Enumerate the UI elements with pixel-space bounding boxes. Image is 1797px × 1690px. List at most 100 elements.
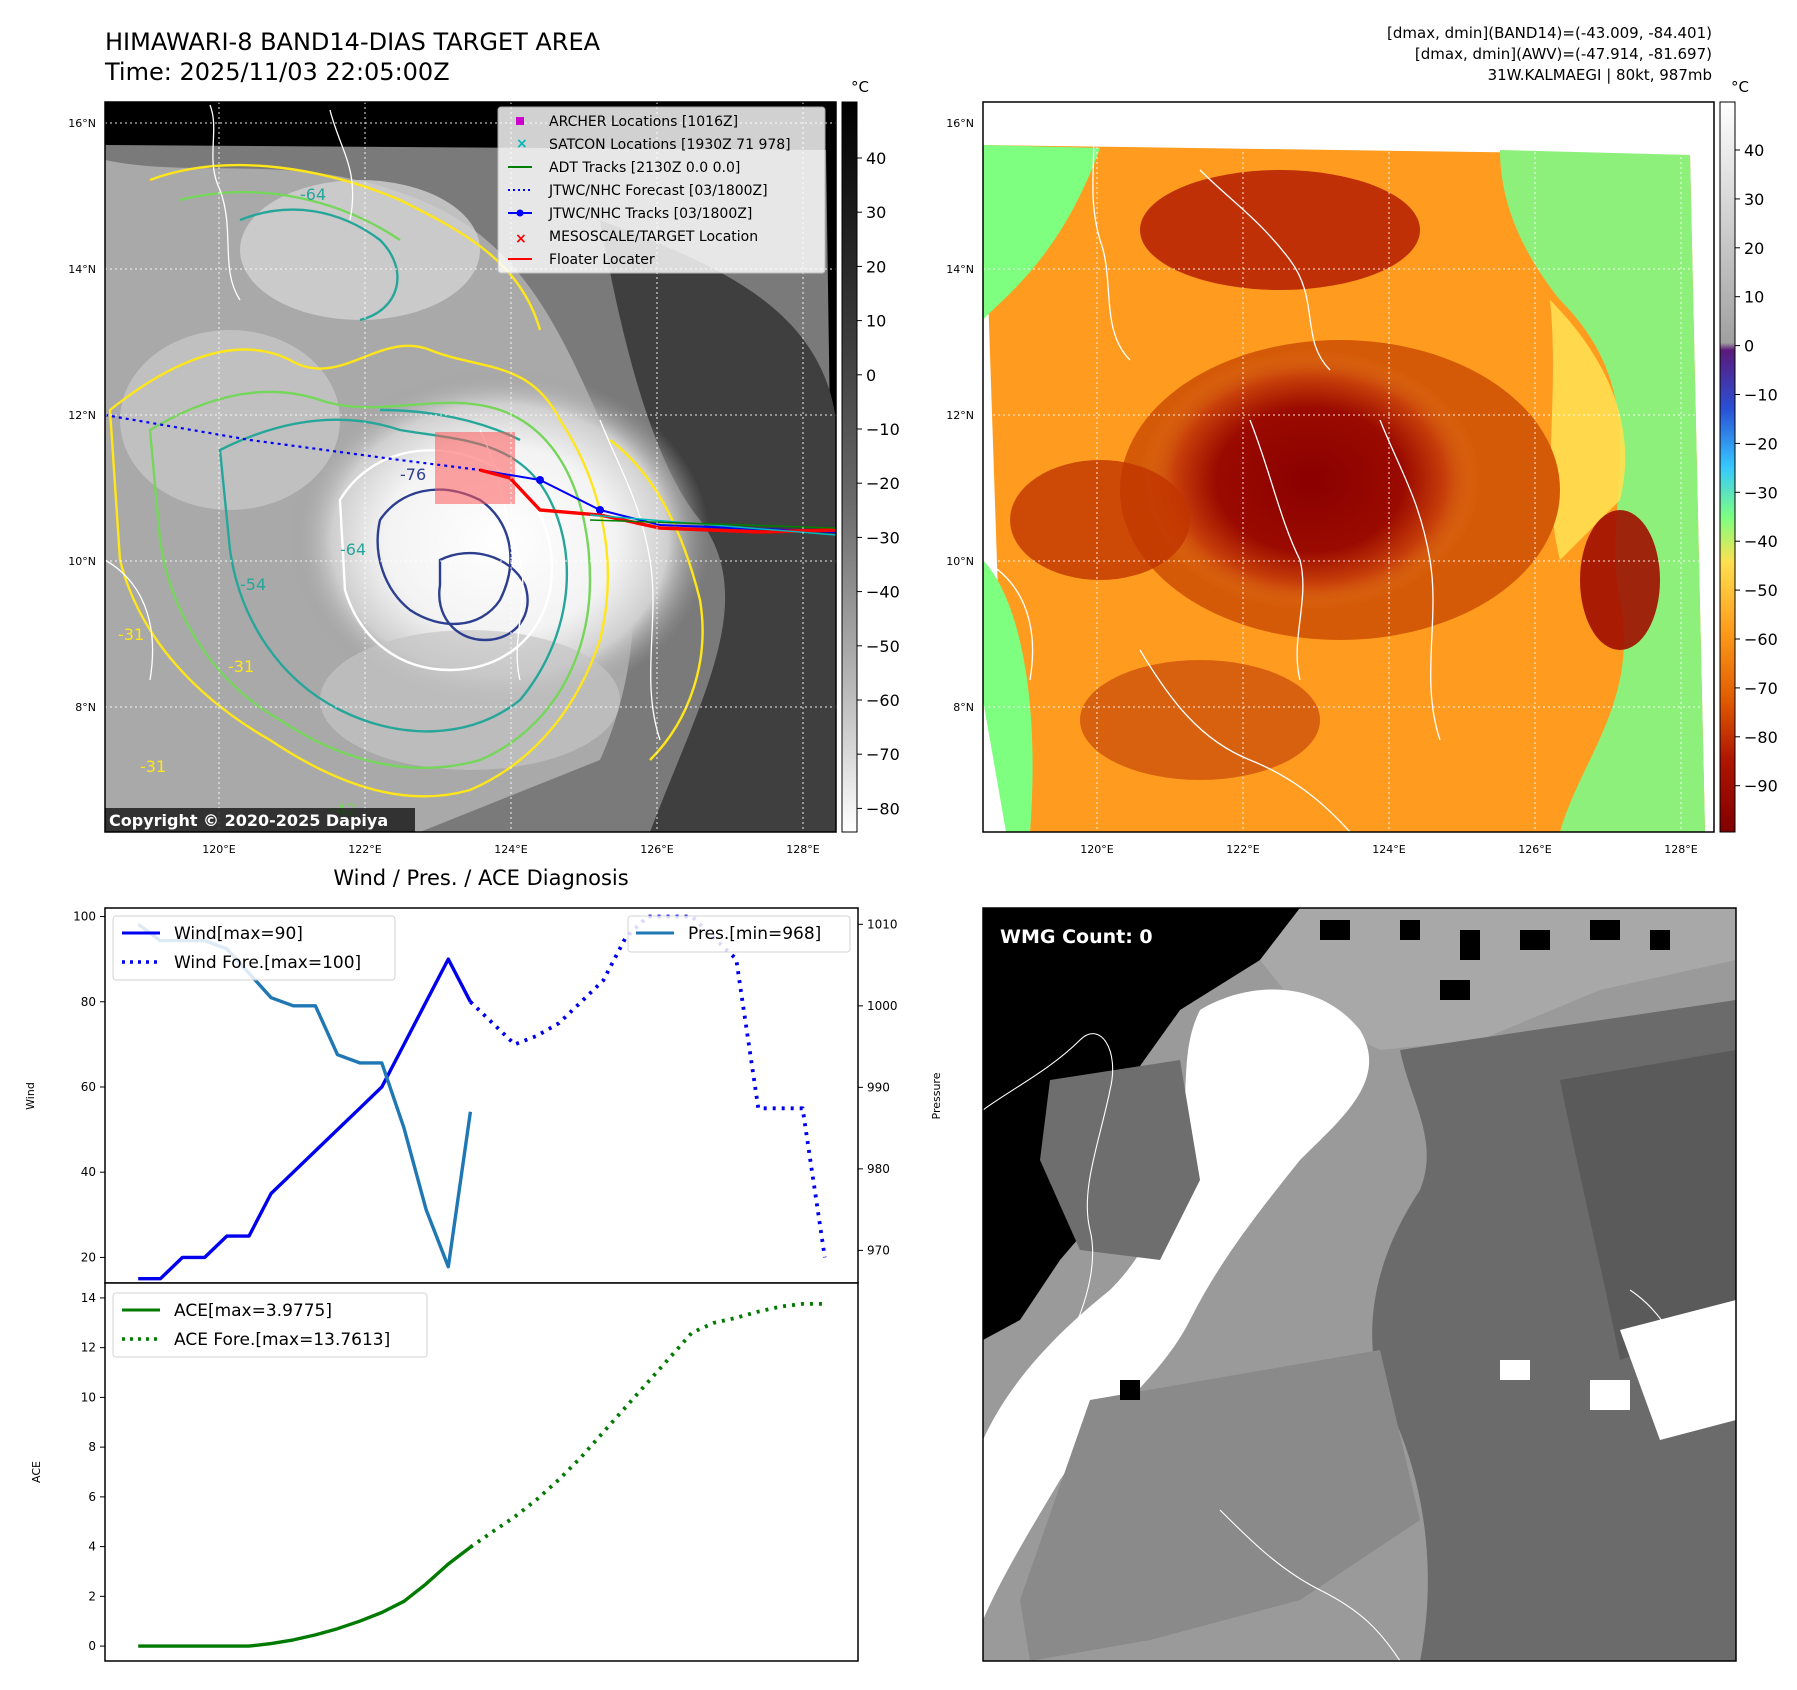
y-tick-label: 20 [81, 1250, 96, 1264]
colorbar-tick-label: −10 [1744, 386, 1778, 405]
lat-tick: 14°N [946, 263, 974, 276]
awv-colorbar-unit: °C [1731, 78, 1749, 96]
colorbar-tick-label: 30 [866, 203, 886, 222]
colorbar-tick-label: 10 [866, 312, 886, 331]
y-tick-label: 12 [81, 1341, 96, 1355]
colorbar-tick-label: −20 [866, 474, 900, 493]
contour-label: -54 [240, 575, 266, 594]
y-right-tick-label: 980 [867, 1162, 890, 1176]
copyright-text: Copyright © 2020-2025 Dapiya [109, 811, 388, 830]
series-line-1 [469, 914, 827, 1258]
y-right-tick-label: 1010 [867, 917, 898, 931]
contour-label: -64 [340, 540, 366, 559]
colorbar-tick-label: −90 [1744, 777, 1778, 796]
lon-tick: 122°E [348, 843, 381, 856]
colorbar-tick-label: −40 [1744, 532, 1778, 551]
ir-colorbar-unit: °C [851, 78, 869, 96]
legend-entry: Wind[max=90] [174, 924, 303, 944]
diagnosis-title: Wind / Pres. / ACE Diagnosis [333, 866, 628, 890]
legend-entry: JTWC/NHC Forecast [03/1800Z] [548, 183, 768, 199]
colorbar-tick-label: −70 [866, 745, 900, 764]
colorbar-tick-label: −50 [1744, 581, 1778, 600]
colorbar-tick-label: 0 [1744, 337, 1754, 356]
y-tick-label: 40 [81, 1165, 96, 1179]
y-right-tick-label: 990 [867, 1080, 890, 1094]
colorbar-tick-label: 40 [1744, 141, 1764, 160]
colorbar-tick-label: −20 [1744, 434, 1778, 453]
colorbar-tick-label: 30 [1744, 190, 1764, 209]
legend-entry: MESOSCALE/TARGET Location [549, 229, 758, 245]
colorbar-tick-label: −30 [1744, 483, 1778, 502]
colorbar-tick-label: 20 [1744, 239, 1764, 258]
lat-tick: 8°N [953, 701, 974, 714]
y-tick-label: 2 [88, 1589, 96, 1603]
y-tick-label: 80 [81, 995, 96, 1009]
legend-entry: Pres.[min=968] [688, 924, 821, 944]
colorbar-tick-label: 20 [866, 257, 886, 276]
figure-title: HIMAWARI-8 BAND14-DIAS TARGET AREA [105, 28, 601, 56]
colorbar-tick-label: −80 [1744, 728, 1778, 747]
lat-tick: 10°N [68, 555, 96, 568]
colorbar-tick-label: −50 [866, 637, 900, 656]
colorbar-tick-label: −70 [1744, 679, 1778, 698]
lon-tick: 122°E [1226, 843, 1259, 856]
colorbar-tick-label: −60 [866, 691, 900, 710]
y-tick-label: 6 [88, 1490, 96, 1504]
colorbar-tick-label: 0 [866, 366, 876, 385]
band14-range: [dmax, dmin](BAND14)=(-43.009, -84.401) [1387, 24, 1712, 42]
lon-tick: 124°E [494, 843, 527, 856]
contour-label: -76 [400, 465, 426, 484]
y-tick-label: 4 [88, 1540, 96, 1554]
colorbar-tick-label: 10 [1744, 288, 1764, 307]
legend-entry: SATCON Locations [1930Z 71 978] [549, 137, 791, 153]
legend-entry: ACE Fore.[max=13.7613] [174, 1330, 390, 1350]
target-marker-icon: × [515, 231, 527, 247]
legend-entry: Floater Locater [549, 252, 655, 268]
lon-tick: 124°E [1372, 843, 1405, 856]
lat-tick: 10°N [946, 555, 974, 568]
satcon-marker-icon: × [516, 136, 528, 152]
y-tick-label: 10 [81, 1390, 96, 1404]
colorbar-tick-label: −40 [866, 583, 900, 602]
awv-colorbar: °C 40 30 20 10 0 −10 −20 −30 −40 −50 −60 −70 −80 −90 [1719, 78, 1778, 833]
lon-tick: 120°E [202, 843, 235, 856]
lon-tick: 120°E [1080, 843, 1113, 856]
wmg-count-label: WMG Count: 0 [1000, 926, 1153, 948]
wmg-imagery [983, 908, 1736, 1661]
ace-axis-label: ACE [30, 1461, 43, 1483]
ace-chart: ACE 0 2 4 6 8 10 12 14 ACE[max=3.9775] ACE Fore… [30, 1282, 859, 1662]
lon-tick: 128°E [786, 843, 819, 856]
series-line-0 [138, 1545, 472, 1648]
storm-info: 31W.KALMAEGI | 80kt, 987mb [1488, 66, 1712, 84]
lat-tick: 8°N [75, 701, 96, 714]
lon-tick: 128°E [1664, 843, 1697, 856]
colorbar-tick-label: −80 [866, 799, 900, 818]
pressure-axis-label: Pressure [930, 1072, 943, 1119]
contour-label: -31 [140, 757, 166, 776]
series-line-0 [138, 957, 472, 1281]
wind-pressure-chart: Wind / Pres. / ACE Diagnosis Wind Pressu… [24, 866, 943, 1284]
y-tick-label: 60 [81, 1080, 96, 1094]
ir-legend: × × ARCHER Locations [1016Z] SATCON Loca… [497, 106, 826, 274]
colorbar-tick-label: −60 [1744, 630, 1778, 649]
legend-entry: JTWC/NHC Tracks [03/1800Z] [548, 206, 752, 222]
colorbar-tick-label: 40 [866, 149, 886, 168]
archer-marker-icon [516, 117, 524, 125]
y-right-tick-label: 970 [867, 1243, 890, 1257]
figure-time: Time: 2025/11/03 22:05:00Z [104, 58, 450, 86]
lat-tick: 14°N [68, 263, 96, 276]
lat-tick: 16°N [946, 117, 974, 130]
colorbar-tick-label: −30 [866, 528, 900, 547]
contour-label: -31 [118, 625, 144, 644]
lon-tick: 126°E [1518, 843, 1551, 856]
wind-axis-label: Wind [24, 1082, 37, 1110]
y-tick-label: 0 [88, 1639, 96, 1653]
legend-entry: ARCHER Locations [1016Z] [549, 114, 738, 130]
legend-entry: ADT Tracks [2130Z 0.0 0.0] [549, 160, 740, 176]
contour-label: -64 [300, 185, 326, 204]
legend-entry: Wind Fore.[max=100] [174, 953, 361, 973]
y-tick-label: 100 [73, 910, 96, 924]
awv-range: [dmax, dmin](AWV)=(-47.914, -81.697) [1415, 45, 1712, 63]
lat-tick: 12°N [68, 409, 96, 422]
awv-panel: 16°N 14°N 12°N 10°N 8°N 120°E 122°E 124°… [946, 101, 1715, 856]
